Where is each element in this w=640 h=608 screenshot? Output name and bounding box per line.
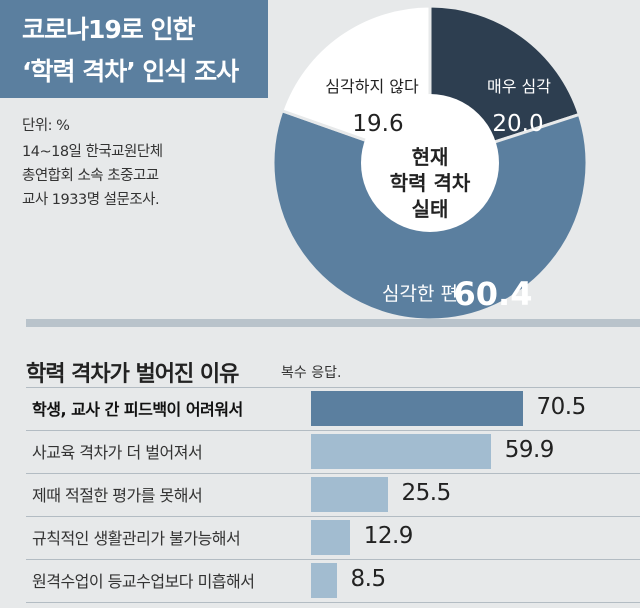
bar: [311, 477, 388, 512]
bar-value-label: 70.5: [536, 394, 587, 420]
pie-center-line-1: 현재: [412, 145, 449, 169]
source-line-2: 총연합회 소속 초중고교: [22, 168, 159, 184]
bar-category-label: 학생, 교사 간 피드백이 어려워서: [32, 400, 243, 419]
bar: [311, 391, 523, 426]
bar-category-label: 원격수업이 등교수업보다 미흡해서: [32, 572, 255, 591]
bar-value-label: 25.5: [401, 480, 452, 506]
row-divider: [26, 602, 640, 603]
bar-value-label: 8.5: [350, 566, 387, 592]
bar: [311, 434, 491, 469]
bar-chart-title: 학력 격차가 벌어진 이유: [26, 362, 239, 387]
pie-label-somewhat-severe: 심각한 편: [382, 283, 458, 305]
pie-label-very-severe: 매우 심각: [487, 77, 551, 96]
row-divider: [26, 559, 640, 560]
title-box: 코로나19로 인한 ‘학력 격차’ 인식 조사: [0, 0, 268, 98]
section-divider: [26, 319, 640, 327]
bar: [311, 520, 350, 555]
row-divider: [26, 430, 640, 431]
pie-label-not-severe: 심각하지 않다: [325, 77, 419, 96]
bar-category-label: 규칙적인 생활관리가 불가능해서: [32, 529, 241, 548]
title-line-1: 코로나19로 인한: [22, 15, 195, 44]
bar: [311, 563, 337, 598]
title-line-2: ‘학력 격차’ 인식 조사: [22, 57, 239, 86]
bar-category-label: 사교육 격차가 더 벌어져서: [32, 443, 203, 462]
pie-center-line-3: 실태: [412, 197, 449, 221]
bar-chart-note: 복수 응답.: [281, 365, 342, 381]
bar-value-label: 12.9: [363, 523, 414, 549]
pie-value-very-severe: 20.0: [492, 111, 543, 137]
source-line-1: 14~18일 한국교원단체: [22, 144, 163, 160]
unit-label: 단위: %: [22, 118, 70, 134]
bar-category-label: 제때 적절한 평가를 못해서: [32, 486, 203, 505]
pie-value-somewhat-severe: 60.4: [454, 275, 533, 313]
pie-center-hole: [361, 94, 499, 232]
bar-value-label: 59.9: [504, 437, 555, 463]
row-divider: [26, 387, 640, 388]
row-divider: [26, 516, 640, 517]
row-divider: [26, 473, 640, 474]
source-line-3: 교사 1933명 설문조사.: [22, 192, 160, 208]
pie-center-line-2: 학력 격차: [390, 171, 471, 195]
pie-value-not-severe: 19.6: [352, 111, 403, 137]
